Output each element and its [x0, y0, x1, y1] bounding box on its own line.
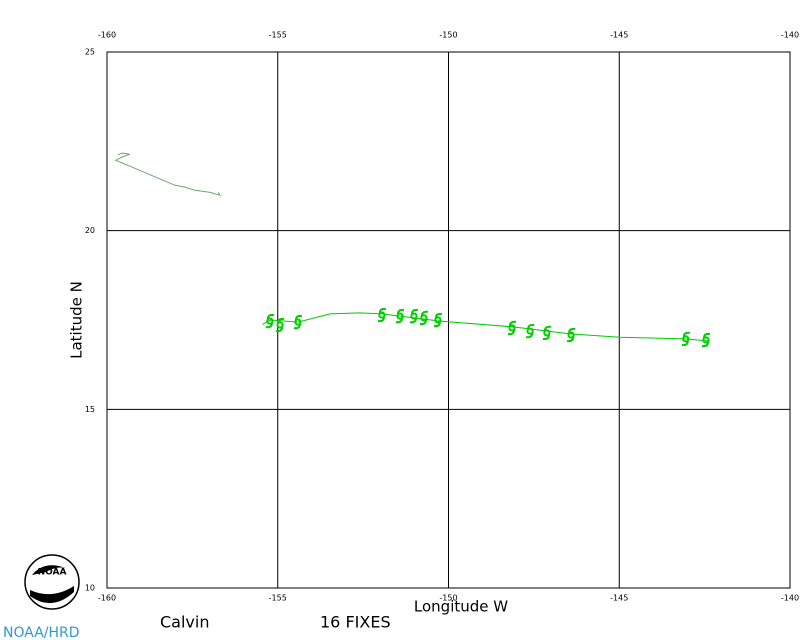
fix-arm — [507, 320, 517, 336]
x-tick-label-top: -140 — [781, 31, 799, 40]
x-axis-label: Longitude W — [414, 598, 508, 616]
fix-eye — [378, 311, 386, 319]
fix-symbol — [433, 312, 443, 328]
fix-arm — [681, 331, 690, 347]
fixes-label: 16 FIXES — [320, 613, 391, 632]
credit: NOAA/HRD — [3, 625, 80, 640]
fix-arm — [265, 313, 275, 329]
fix-arm — [395, 308, 405, 324]
x-tick-label-top: -150 — [439, 31, 457, 40]
fix-symbol — [275, 317, 285, 333]
fix-symbol — [701, 332, 711, 348]
fix-eye — [682, 335, 690, 343]
fix-arm — [525, 323, 535, 339]
logo-text: NOAA — [38, 568, 67, 578]
x-tick-label: -145 — [610, 594, 628, 603]
fix-symbol — [293, 314, 303, 330]
fix-symbol — [395, 308, 405, 324]
fix-symbol — [507, 320, 517, 336]
fix-eye — [543, 329, 551, 337]
y-tick-label: 15 — [85, 405, 95, 414]
fix-symbol — [542, 325, 552, 341]
x-tick-label-top: -145 — [610, 31, 628, 40]
fix-symbol — [419, 310, 429, 326]
fix-eye — [508, 324, 516, 332]
fix-arm — [701, 332, 711, 348]
x-tick-label: -160 — [98, 594, 116, 603]
fix-arm — [275, 317, 285, 333]
x-tick-label-top: -155 — [269, 31, 287, 40]
y-tick-label: 10 — [85, 584, 95, 593]
fix-arm — [409, 308, 419, 324]
x-tick-label: -155 — [269, 594, 287, 603]
fix-eye — [396, 312, 404, 320]
fix-symbol — [525, 323, 535, 339]
fix-arm — [566, 327, 576, 343]
fix-eye — [266, 317, 274, 325]
fix-arm — [542, 325, 552, 341]
x-tick-label: -140 — [781, 594, 799, 603]
y-tick-label: 20 — [85, 226, 95, 235]
fix-eye — [294, 318, 302, 326]
x-tick-label: -150 — [439, 594, 457, 603]
fix-symbol — [265, 313, 275, 329]
fix-symbol — [681, 331, 690, 347]
fix-symbol — [409, 308, 419, 324]
fix-eye — [410, 312, 418, 320]
track-line — [114, 152, 222, 197]
fix-arm — [293, 314, 303, 330]
y-tick-label: 25 — [85, 48, 95, 57]
fix-eye — [276, 321, 284, 329]
fix-eye — [434, 316, 442, 324]
x-tick-label-top: -160 — [98, 31, 116, 40]
fix-eye — [526, 327, 534, 335]
fix-arm — [419, 310, 429, 326]
fix-symbol — [377, 307, 387, 323]
storm-name: Calvin — [160, 613, 209, 632]
fix-eye — [567, 331, 575, 339]
fix-eye — [702, 336, 710, 344]
noaa-logo: NOAA — [24, 554, 80, 610]
fix-eye — [420, 314, 428, 322]
track-line — [262, 312, 710, 342]
fix-arm — [433, 312, 443, 328]
y-axis-label: Latitude N — [68, 281, 86, 359]
fix-arm — [377, 307, 387, 323]
fix-symbol — [566, 327, 576, 343]
